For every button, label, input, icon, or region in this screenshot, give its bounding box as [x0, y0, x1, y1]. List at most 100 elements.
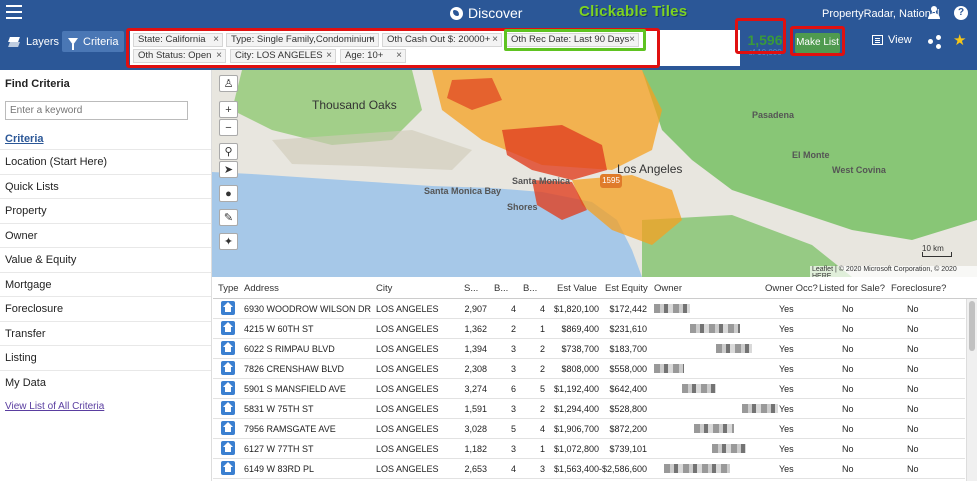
cell-sqft: 1,362 [464, 324, 487, 334]
globe-layer-icon[interactable]: ● [219, 185, 238, 202]
cell-city: LOS ANGELES [376, 304, 439, 314]
layers-icon [8, 37, 21, 47]
cell-est-equity: $172,442 [609, 304, 647, 314]
layers-button[interactable]: Layers [4, 32, 63, 52]
zoom-in-icon[interactable]: + [219, 101, 238, 118]
sidebar-item-quick-lists[interactable]: Quick Lists [0, 173, 211, 199]
col-type[interactable]: Type [218, 283, 239, 294]
col-owner-occ[interactable]: Owner Occ? [765, 283, 818, 294]
col-city[interactable]: City [376, 283, 393, 294]
cell-baths: 1 [540, 444, 546, 454]
locate-arrow-icon[interactable]: ➤ [219, 161, 238, 178]
col-est-value[interactable]: Est Value [557, 283, 597, 294]
sidebar-item-property[interactable]: Property [0, 198, 211, 223]
zoom-out-icon[interactable]: − [219, 119, 238, 136]
share-icon[interactable] [928, 35, 942, 49]
home-icon [221, 321, 235, 335]
results-table: Type Address City S... B... B... Est Val… [213, 277, 977, 481]
table-row[interactable]: 4215 W 60TH ST LOS ANGELES 1,362 2 1 $869,400… [213, 319, 965, 339]
col-est-equity[interactable]: Est Equity [605, 283, 648, 294]
user-icon[interactable] [928, 6, 940, 19]
table-scrollbar[interactable] [966, 299, 977, 481]
cell-foreclosure: No [907, 404, 919, 414]
pin-icon[interactable]: ⚲ [219, 143, 238, 160]
hamburger-menu-icon[interactable] [6, 5, 22, 19]
map-scale-label: 10 km [922, 244, 944, 253]
chip-close-icon[interactable]: × [629, 34, 635, 45]
chip-close-icon[interactable]: × [369, 34, 375, 45]
cell-owner-occ: Yes [779, 464, 794, 474]
sidebar-item-transfer[interactable]: Transfer [0, 320, 211, 346]
cell-est-equity: $528,800 [609, 404, 647, 414]
sidebar-item-my-data[interactable]: My Data [0, 369, 211, 395]
cell-owner-occ: Yes [779, 424, 794, 434]
chip-type[interactable]: Type: Single Family,Condominium × [226, 33, 379, 47]
draw-shape-icon[interactable]: ✦ [219, 233, 238, 250]
table-row[interactable]: 7826 CRENSHAW BLVD LOS ANGELES 2,308 3 2 $808… [213, 359, 965, 379]
cell-baths: 4 [540, 304, 546, 314]
map-cluster-marker[interactable]: 1595 [600, 174, 622, 188]
keyword-search-input[interactable] [5, 101, 188, 120]
scrollbar-thumb[interactable] [969, 301, 975, 351]
col-listed[interactable]: Listed for Sale? [819, 283, 886, 294]
cell-listed: No [842, 364, 854, 374]
view-all-criteria-link[interactable]: View List of All Criteria [5, 401, 105, 412]
map-label-los-angeles: Los Angeles [617, 162, 683, 176]
sidebar-item-owner[interactable]: Owner [0, 222, 211, 248]
map-canvas[interactable] [212, 70, 977, 277]
criteria-button[interactable]: Criteria [62, 31, 125, 52]
table-row[interactable]: 5901 S MANSFIELD AVE LOS ANGELES 3,274 6 5 $1… [213, 379, 965, 399]
chip-status[interactable]: Oth Status: Open × [133, 49, 226, 63]
measure-ruler-icon[interactable]: ✎ [219, 209, 238, 226]
sidebar-item-foreclosure[interactable]: Foreclosure [0, 296, 211, 321]
table-row[interactable]: 6930 WOODROW WILSON DR LOS ANGELES 2,907 4 4… [213, 299, 965, 319]
map-view[interactable]: Thousand Oaks Santa Monica Bay Los Angel… [212, 70, 977, 277]
chip-close-icon[interactable]: × [396, 50, 402, 61]
table-header: Type Address City S... B... B... Est Val… [213, 277, 977, 299]
street-view-icon[interactable]: ♙ [219, 75, 238, 92]
sidebar-item-listing[interactable]: Listing [0, 345, 211, 370]
table-row[interactable]: 6127 W 77TH ST LOS ANGELES 1,182 3 1 $1,072,8… [213, 439, 965, 459]
table-row[interactable]: 6022 S RIMPAU BLVD LOS ANGELES 1,394 3 2 $738… [213, 339, 965, 359]
favorite-star-icon[interactable]: ★ [953, 32, 967, 49]
map-attribution[interactable]: Leaflet | © 2020 Microsoft Corporation, … [810, 266, 977, 277]
help-icon[interactable]: ? [954, 6, 968, 20]
cell-listed: No [842, 424, 854, 434]
chip-close-icon[interactable]: × [216, 50, 222, 61]
cell-owner-occ: Yes [779, 344, 794, 354]
col-baths[interactable]: B... [523, 283, 538, 294]
col-foreclosure[interactable]: Foreclosure? [891, 283, 947, 294]
top-bar: Discover Clickable Tiles PropertyRadar, … [0, 0, 977, 28]
chip-close-icon[interactable]: × [492, 34, 498, 45]
table-row[interactable]: 6149 W 83RD PL LOS ANGELES 2,653 4 3 $1,563,4… [213, 459, 965, 479]
sidebar-item-mortgage[interactable]: Mortgage [0, 271, 211, 297]
cell-listed: No [842, 344, 854, 354]
criteria-link[interactable]: Criteria [5, 133, 44, 145]
table-row[interactable]: 5831 W 75TH ST LOS ANGELES 1,591 3 2 $1,294,4… [213, 399, 965, 419]
cell-baths: 2 [540, 404, 546, 414]
view-button[interactable]: View [872, 34, 912, 46]
make-list-button[interactable]: Make List [795, 33, 840, 53]
sidebar-item-value-equity[interactable]: Value & Equity [0, 247, 211, 272]
col-beds[interactable]: B... [494, 283, 509, 294]
account-name[interactable]: PropertyRadar, National [822, 8, 940, 20]
chip-close-icon[interactable]: × [213, 34, 219, 45]
annotation-outline-chips [126, 28, 660, 68]
chip-close-icon[interactable]: × [326, 50, 332, 61]
cell-baths: 2 [540, 344, 546, 354]
chip-age[interactable]: Age: 10+ × [340, 49, 406, 63]
col-owner[interactable]: Owner [654, 283, 682, 294]
home-icon [221, 401, 235, 415]
cell-listed: No [842, 324, 854, 334]
col-sqft[interactable]: S... [464, 283, 479, 294]
sidebar-item-location[interactable]: Location (Start Here) [0, 149, 211, 174]
map-label-santa-monica: Santa Monica [512, 176, 571, 186]
chip-city[interactable]: City: LOS ANGELES × [230, 49, 336, 63]
chip-cash-out[interactable]: Oth Cash Out $: 20000+ × [382, 33, 502, 47]
table-row[interactable]: 7956 RAMSGATE AVE LOS ANGELES 3,028 5 4 $1,90… [213, 419, 965, 439]
chip-rec-date[interactable]: Oth Rec Date: Last 90 Days × [506, 33, 639, 47]
chip-state[interactable]: State: California × [133, 33, 223, 47]
cell-baths: 2 [540, 364, 546, 374]
cell-est-value: $808,000 [561, 364, 599, 374]
col-address[interactable]: Address [244, 283, 279, 294]
